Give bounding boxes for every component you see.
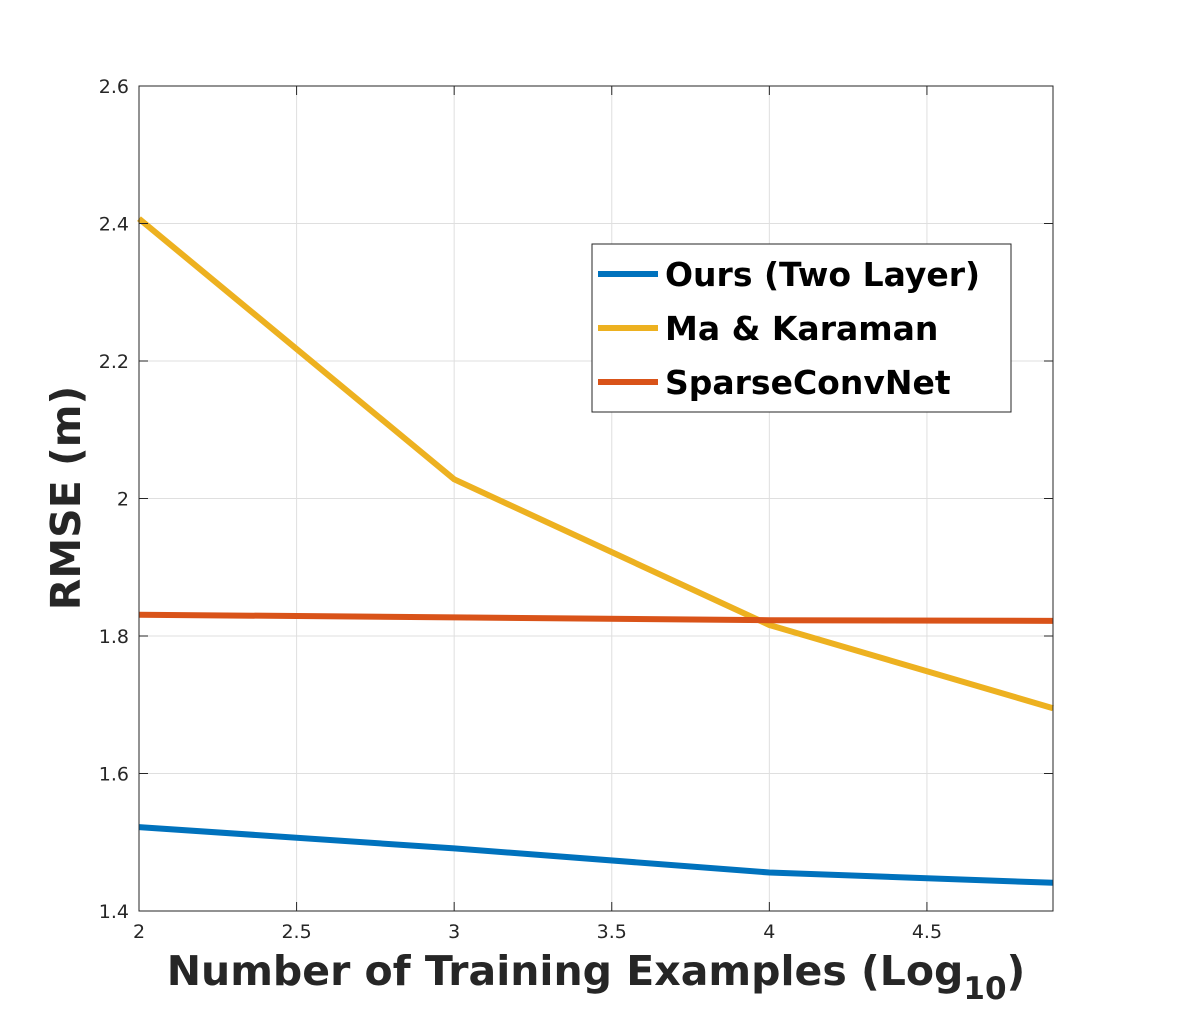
- x-tick-label: 2.5: [281, 921, 311, 943]
- y-tick-label: 2.6: [99, 76, 129, 98]
- y-tick-label: 2: [117, 489, 129, 511]
- legend-items: Ours (Two Layer) Ma & Karaman SparseConvNe…: [598, 255, 980, 402]
- x-tick-label: 4.5: [912, 921, 942, 943]
- legend: Ours (Two Layer) Ma & Karaman SparseConvNe…: [591, 243, 1012, 413]
- grid-lines: [139, 86, 1053, 911]
- legend-label: Ours (Two Layer): [665, 255, 980, 294]
- y-tick-label: 1.6: [99, 764, 129, 786]
- legend-label: Ma & Karaman: [665, 309, 938, 348]
- x-tick-label: 3: [448, 921, 460, 943]
- y-axis-title: RMSE (m): [42, 386, 90, 610]
- series-line-ma-karaman: [137, 216, 1054, 712]
- y-tick-label: 2.2: [99, 351, 129, 373]
- series-line-sparseconvnet: [138, 611, 1054, 624]
- x-axis-title-suffix: ): [1007, 947, 1026, 995]
- legend-box: [591, 243, 1012, 413]
- x-axis-title-main: Number of Training Examples (Log: [167, 947, 964, 995]
- x-tick-label: 3.5: [597, 921, 627, 943]
- y-tick-label: 1.8: [99, 626, 129, 648]
- series-line-ours-two-layer: [138, 824, 1054, 886]
- x-tick-label: 4: [763, 921, 775, 943]
- x-tick-label: 2: [133, 921, 145, 943]
- legend-label: SparseConvNet: [665, 363, 951, 402]
- y-tick-label: 1.4: [99, 901, 129, 923]
- x-axis-title: Number of Training Examples (Log10): [167, 947, 1026, 1007]
- x-axis-title-subscript: 10: [963, 971, 1006, 1007]
- series-lines: [137, 216, 1054, 886]
- y-tick-label: 2.4: [99, 214, 129, 236]
- axis-ticks: 2 2.5 3 3.5 4 4.5 1.4 1.6 1.8 2 2.2 2.4 2.6: [99, 76, 1053, 943]
